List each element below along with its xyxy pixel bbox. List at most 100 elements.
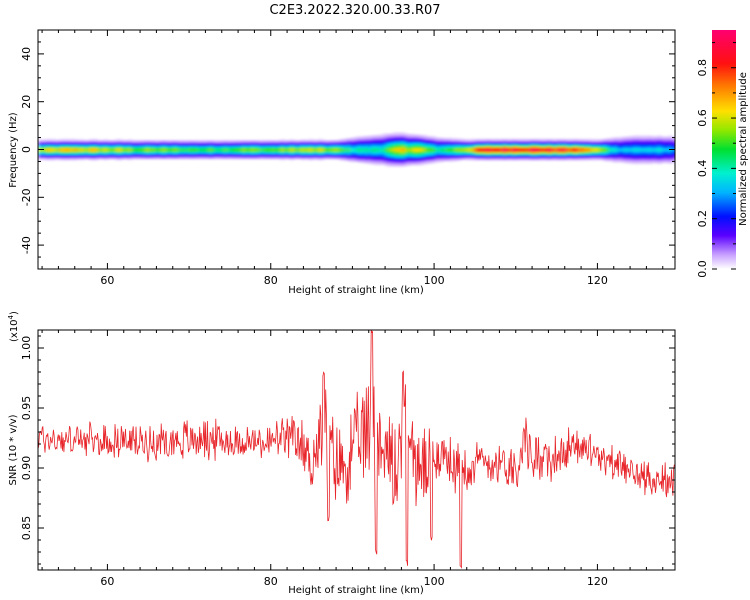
heatmap-cell (305, 140, 309, 143)
heatmap-cell (38, 138, 42, 141)
heatmap-cell (629, 136, 633, 139)
heatmap-cell (632, 153, 636, 156)
heatmap-cell (476, 140, 480, 143)
heatmap-cell (656, 138, 660, 140)
heatmap-cell (386, 150, 390, 153)
heatmap-cell (554, 151, 558, 154)
heatmap-cell (515, 140, 519, 143)
heatmap-cell (38, 141, 42, 144)
heatmap-cell (179, 148, 183, 151)
heatmap-cell (650, 138, 654, 140)
heatmap-cell (560, 154, 564, 157)
heatmap-cell (245, 153, 249, 155)
heatmap-cell (671, 143, 675, 146)
heatmap-cell (227, 144, 231, 147)
heatmap-cell (410, 160, 414, 163)
figure-title: C2E3.2022.320.00.33.R07 (269, 3, 440, 18)
heatmap-cell (395, 143, 399, 146)
heatmap-cell (431, 143, 435, 145)
heatmap-cell (599, 156, 603, 159)
heatmap-cell (335, 148, 339, 151)
heatmap-cell (110, 144, 114, 147)
heatmap-cell (284, 157, 288, 160)
heatmap-cell (98, 140, 102, 143)
heatmap-cell (416, 158, 420, 161)
heatmap-cell (611, 148, 615, 151)
heatmap-cell (359, 152, 363, 155)
heatmap-cell (200, 141, 204, 144)
heatmap-cell (647, 159, 651, 162)
heatmap-cell (647, 143, 651, 146)
heatmap-cell (389, 155, 393, 157)
heatmap-cell (494, 143, 498, 145)
heatmap-cell (395, 137, 399, 140)
heatmap-cell (653, 145, 657, 148)
heatmap-cell (404, 150, 408, 153)
heatmap-cell (383, 161, 387, 164)
heatmap-cell (467, 147, 471, 150)
heatmap-cell (371, 142, 375, 145)
heatmap-cell (392, 140, 396, 143)
heatmap-cell (164, 147, 168, 150)
heatmap-cell (482, 157, 486, 160)
heatmap-cell (71, 153, 75, 155)
heatmap-cell (416, 149, 420, 152)
heatmap-cell (131, 150, 135, 153)
heatmap-cell (428, 159, 432, 162)
heatmap-cell (515, 138, 519, 141)
heatmap-cell (518, 148, 522, 151)
colorbar: 0.00.20.40.60.8 Normalized spectral ampl… (696, 30, 749, 278)
heatmap-cell (257, 145, 261, 148)
heatmap-cell (137, 154, 141, 157)
heatmap-cell (614, 158, 618, 161)
heatmap-cell (515, 154, 519, 157)
heatmap-cell (401, 155, 405, 157)
heatmap-cell (581, 158, 585, 161)
heatmap-cell (122, 150, 126, 153)
heatmap-cell (227, 143, 231, 145)
heatmap-cell (398, 165, 402, 167)
heatmap-cell (401, 153, 405, 156)
heatmap-cell (530, 154, 534, 157)
heatmap-cell (500, 150, 504, 153)
heatmap-cell (194, 150, 198, 153)
heatmap-cell (281, 154, 285, 157)
heatmap-cell (497, 143, 501, 145)
heatmap-cell (254, 145, 258, 148)
heatmap-cell (668, 146, 672, 149)
heatmap-cell (401, 159, 405, 162)
heatmap-cell (653, 140, 657, 143)
heatmap-cell (179, 157, 183, 160)
heatmap-cell (341, 150, 345, 153)
heatmap-cell (335, 143, 339, 145)
heatmap-cell (581, 145, 585, 148)
heatmap-cell (569, 138, 573, 141)
heatmap-cell (419, 145, 423, 147)
heatmap-cell (488, 147, 492, 150)
heatmap-cell (95, 153, 99, 155)
heatmap-cell (335, 147, 339, 150)
heatmap-cell (41, 140, 45, 143)
heatmap-cell (149, 150, 153, 153)
heatmap-cell (566, 144, 570, 147)
heatmap-cell (140, 154, 144, 157)
heatmap-cell (590, 158, 594, 161)
heatmap-cell (665, 158, 669, 160)
heatmap-cell (443, 149, 447, 152)
heatmap-cell (593, 148, 597, 151)
heatmap-cell (608, 153, 612, 156)
heatmap-cell (92, 138, 96, 141)
heatmap-cell (383, 136, 387, 138)
heatmap-cell (356, 143, 360, 145)
heatmap-cell (668, 152, 672, 155)
heatmap-cell (461, 149, 465, 152)
heatmap-cell (530, 144, 534, 147)
heatmap-cell (419, 159, 423, 162)
heatmap-cell (47, 140, 51, 143)
heatmap-cell (632, 142, 636, 145)
heatmap-cell (44, 156, 48, 158)
heatmap-cell (371, 141, 375, 144)
heatmap-cell (293, 157, 297, 160)
heatmap-cell (569, 153, 573, 155)
heatmap-cell (473, 156, 477, 158)
